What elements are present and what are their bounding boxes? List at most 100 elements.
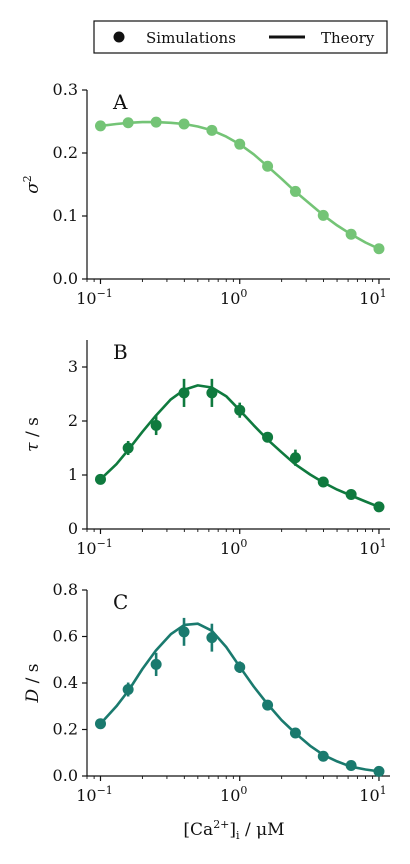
data-point	[206, 387, 218, 399]
x-tick-base: 10	[220, 786, 240, 805]
x-tick-exponent: 1	[380, 287, 387, 300]
x-label-unit: / μM	[240, 820, 285, 840]
data-point	[262, 699, 274, 711]
y-label-symbol: D	[23, 688, 43, 703]
legend-theory-label: Theory	[321, 29, 375, 47]
data-point	[150, 419, 162, 431]
panel-label: C	[113, 590, 128, 614]
x-tick-exponent: 0	[240, 537, 247, 550]
y-axis-label: D / s	[23, 664, 43, 704]
data-point	[178, 626, 190, 638]
y-tick-label: 2	[68, 411, 78, 430]
y-tick-label: 0.0	[53, 766, 78, 785]
data-point	[373, 765, 385, 777]
data-point	[262, 431, 274, 443]
data-point	[317, 750, 329, 762]
x-tick-base: 10	[359, 289, 379, 308]
y-label-symbol: σ	[23, 182, 43, 194]
x-tick-exponent: −1	[97, 287, 113, 300]
x-tick-base: 10	[76, 786, 96, 805]
data-point	[206, 124, 218, 136]
x-tick-exponent: −1	[97, 784, 113, 797]
data-point	[122, 684, 134, 696]
data-point	[150, 116, 162, 128]
x-tick-base: 10	[359, 786, 379, 805]
y-tick-label: 1	[68, 465, 78, 484]
data-point	[178, 118, 190, 130]
x-axis-label: [Ca2+]i / μM	[183, 818, 284, 842]
data-point	[289, 727, 301, 739]
data-point	[122, 117, 134, 129]
x-tick-label: 10−1	[76, 287, 113, 308]
x-tick-exponent: −1	[97, 537, 113, 550]
legend-frame	[93, 20, 388, 54]
data-point	[94, 473, 106, 485]
data-point	[94, 718, 106, 730]
y-tick-label: 0	[68, 519, 78, 538]
x-tick-label: 101	[359, 287, 386, 308]
x-tick-base: 10	[220, 289, 240, 308]
data-point	[317, 476, 329, 488]
x-tick-label: 10−1	[76, 784, 113, 805]
x-tick-label: 100	[220, 784, 247, 805]
y-tick-label: 0.1	[53, 206, 78, 225]
x-tick-base: 10	[359, 539, 379, 558]
x-label-sub: i	[236, 829, 240, 842]
panel-label: B	[113, 340, 128, 364]
x-tick-base: 10	[220, 539, 240, 558]
x-tick-exponent: 1	[380, 537, 387, 550]
x-tick-label: 101	[359, 784, 386, 805]
x-tick-label: 10−1	[76, 537, 113, 558]
data-point	[206, 632, 218, 644]
data-point	[234, 404, 246, 416]
theory-line	[99, 622, 380, 773]
data-point	[373, 243, 385, 255]
y-label-unit: / s	[23, 417, 43, 442]
data-point	[345, 488, 357, 500]
x-tick-exponent: 0	[240, 287, 247, 300]
y-label-symbol: τ	[23, 442, 43, 452]
x-tick-label: 100	[220, 287, 247, 308]
x-tick-label: 100	[220, 537, 247, 558]
legend-simulations-label: Simulations	[146, 29, 236, 47]
x-label-sup: 2+	[213, 818, 229, 831]
data-point	[345, 228, 357, 240]
y-tick-label: 0.2	[53, 143, 78, 162]
x-label-post: ]	[229, 820, 236, 840]
data-point	[317, 209, 329, 221]
x-label-pre: [Ca	[183, 820, 213, 840]
data-point	[373, 501, 385, 513]
y-tick-label: 0.8	[53, 580, 78, 599]
legend: Simulations Theory	[93, 20, 388, 54]
data-point	[178, 387, 190, 399]
legend-simulations-marker	[113, 31, 125, 43]
y-axis-label: σ2	[21, 175, 43, 194]
y-label-exponent: 2	[21, 175, 34, 182]
x-tick-base: 10	[76, 539, 96, 558]
data-point	[345, 760, 357, 772]
data-point	[262, 160, 274, 172]
y-tick-label: 0.2	[53, 720, 78, 739]
y-tick-label: 0.4	[53, 673, 78, 692]
x-tick-label: 101	[359, 537, 386, 558]
y-tick-label: 0.3	[53, 80, 78, 99]
y-axis-label: τ / s	[23, 417, 43, 452]
data-point	[234, 661, 246, 673]
x-tick-base: 10	[76, 289, 96, 308]
y-tick-label: 3	[68, 357, 78, 376]
data-point	[150, 658, 162, 670]
x-tick-exponent: 1	[380, 784, 387, 797]
data-point	[122, 442, 134, 454]
data-point	[234, 138, 246, 150]
data-point	[289, 452, 301, 464]
x-tick-exponent: 0	[240, 784, 247, 797]
panel-label: A	[112, 90, 128, 114]
data-point	[289, 185, 301, 197]
data-point	[94, 120, 106, 132]
y-tick-label: 0.6	[53, 627, 78, 646]
